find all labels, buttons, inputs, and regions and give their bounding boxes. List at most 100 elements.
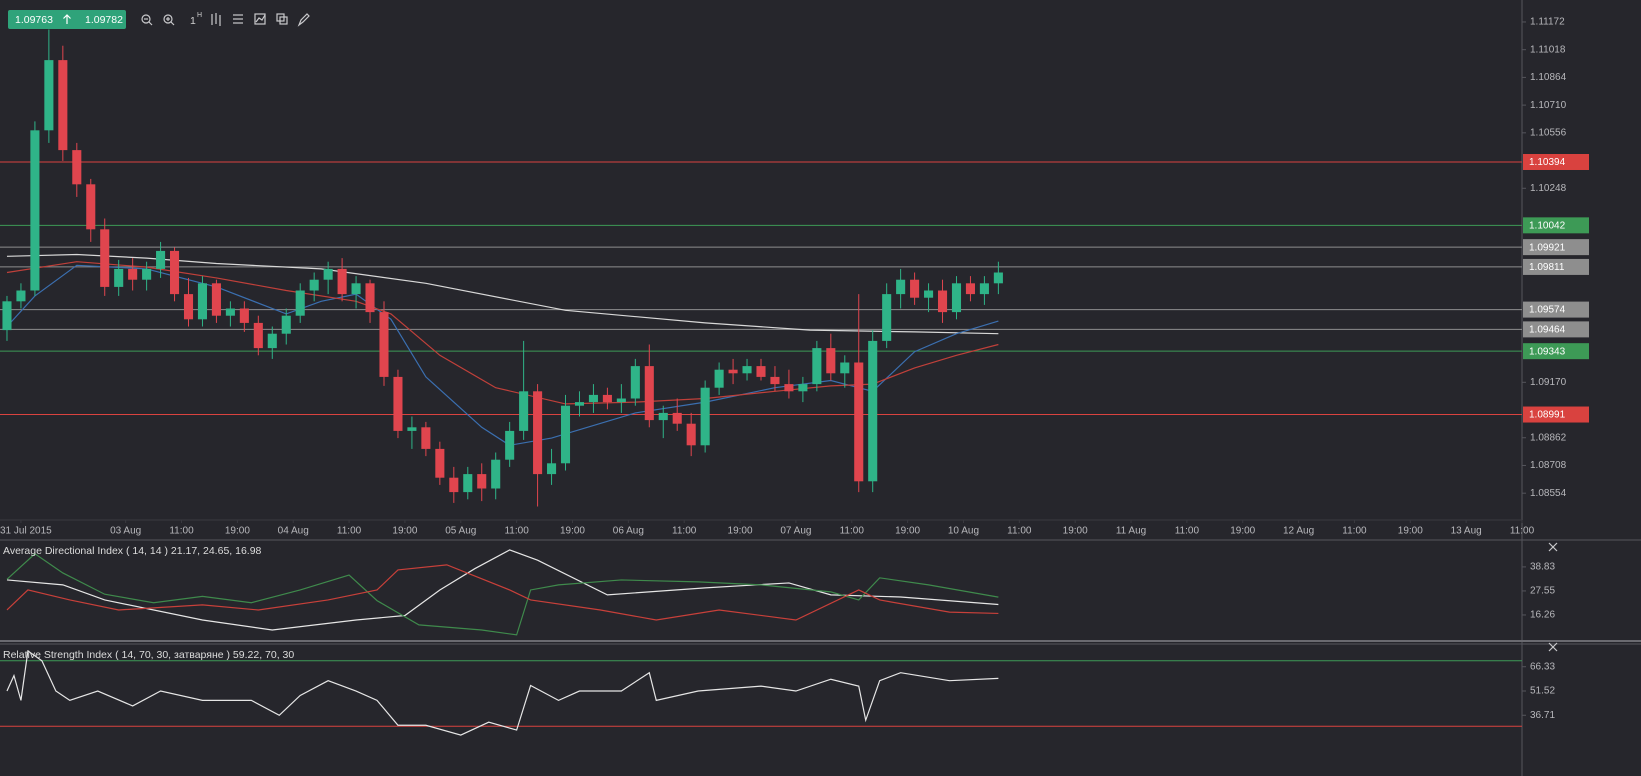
y-tick-label: 16.26 xyxy=(1530,610,1555,621)
candle-body xyxy=(30,130,40,291)
candle-body xyxy=(477,474,487,489)
level-label: 1.09343 xyxy=(1529,346,1566,357)
candle-body xyxy=(239,308,249,323)
ask-price: 1.09782 xyxy=(85,14,123,26)
y-tick-label: 1.10710 xyxy=(1530,100,1567,111)
candle-body xyxy=(421,427,431,449)
bid-price: 1.09763 xyxy=(15,14,53,26)
chart-type[interactable] xyxy=(211,13,221,26)
indicator-line xyxy=(6,549,999,631)
close-adx[interactable] xyxy=(1548,542,1558,552)
candle-body xyxy=(16,290,26,302)
candle-body xyxy=(560,405,571,464)
candle-body xyxy=(742,366,752,374)
draw[interactable] xyxy=(297,13,310,27)
x-tick-label: 04 Aug xyxy=(278,526,309,537)
candle-body xyxy=(993,272,1003,284)
x-tick-label: 12 Aug xyxy=(1283,526,1314,537)
candle-body xyxy=(547,463,557,475)
zoom-out[interactable] xyxy=(141,14,153,26)
moving-average xyxy=(6,253,999,335)
candle-body xyxy=(183,294,194,320)
candle-body xyxy=(309,279,319,291)
candle-body xyxy=(854,362,864,482)
level-label-box xyxy=(1523,301,1589,318)
candle-body xyxy=(365,283,375,313)
x-tick-label: 11:00 xyxy=(169,526,194,537)
level-label-box xyxy=(1523,217,1589,234)
interval-unit[interactable]: H xyxy=(197,12,202,19)
candle-body xyxy=(686,423,696,446)
x-tick-label: 19:00 xyxy=(728,526,753,537)
arrow-icon xyxy=(63,14,71,24)
toolbar: 1.09763 1.09782 1 H xyxy=(8,10,310,29)
y-tick-label: 1.11018 xyxy=(1530,44,1566,55)
y-tick-label: 1.08862 xyxy=(1530,432,1567,443)
moving-average xyxy=(6,261,999,405)
y-tick-label: 1.08554 xyxy=(1530,488,1567,499)
candle-body xyxy=(114,268,124,287)
indicator-line xyxy=(6,649,999,736)
candle-body xyxy=(616,398,626,403)
y-tick-label: 1.10864 xyxy=(1530,72,1567,83)
candle-body xyxy=(630,366,640,399)
candle-body xyxy=(826,348,836,374)
level-label-box xyxy=(1523,258,1589,275)
x-tick-label: 11:00 xyxy=(1510,526,1535,537)
level-label: 1.09921 xyxy=(1529,242,1566,253)
panel-title: Average Directional Index ( 14, 14 ) 21.… xyxy=(3,545,262,557)
candle-body xyxy=(979,283,989,295)
x-tick-label: 11:00 xyxy=(337,526,362,537)
candle-body xyxy=(868,340,878,482)
x-tick-label: 11:00 xyxy=(1175,526,1200,537)
candle-body xyxy=(44,60,54,131)
x-tick-label: 11:00 xyxy=(672,526,697,537)
candle-body xyxy=(142,268,152,280)
candle-body xyxy=(798,384,808,392)
close-rsi[interactable] xyxy=(1548,642,1558,652)
candle-body xyxy=(435,448,445,478)
x-tick-label: 11:00 xyxy=(504,526,529,537)
y-tick-label: 36.71 xyxy=(1530,710,1555,721)
candle-body xyxy=(86,184,96,230)
x-tick-label: 07 Aug xyxy=(780,526,811,537)
candle-body xyxy=(253,322,263,349)
x-tick-label: 19:00 xyxy=(895,526,920,537)
level-label-box xyxy=(1523,321,1589,338)
copy[interactable] xyxy=(276,13,288,25)
level-label: 1.10394 xyxy=(1529,157,1566,168)
candle-body xyxy=(72,150,82,185)
candle-body xyxy=(2,301,12,331)
x-tick-label: 11:00 xyxy=(1342,526,1367,537)
x-tick-label: 10 Aug xyxy=(948,526,979,537)
y-tick-label: 1.08708 xyxy=(1530,460,1567,471)
candle-body xyxy=(588,394,598,403)
candle-body xyxy=(379,312,389,377)
x-tick-label: 11:00 xyxy=(840,526,865,537)
candle-body xyxy=(714,369,724,388)
candle-body xyxy=(672,412,682,424)
zoom-in[interactable] xyxy=(163,14,175,26)
candle-body xyxy=(840,362,850,374)
indicators[interactable] xyxy=(254,13,266,25)
x-tick-label: 11:00 xyxy=(1007,526,1032,537)
candle-body xyxy=(225,308,235,316)
candle-body xyxy=(281,315,291,334)
indicator-line xyxy=(6,564,999,621)
candle-body xyxy=(505,430,515,460)
indicator-line xyxy=(6,553,999,636)
candle-body xyxy=(756,366,766,377)
level-label: 1.09464 xyxy=(1529,325,1566,336)
level-label: 1.08991 xyxy=(1529,410,1566,421)
x-tick-label: 31 Jul 2015 xyxy=(0,526,52,537)
y-tick-label: 1.09170 xyxy=(1530,377,1567,388)
candle-body xyxy=(965,283,975,295)
candle-body xyxy=(295,290,305,316)
candle-body xyxy=(407,427,417,431)
candle-body xyxy=(58,60,68,151)
interval-value[interactable]: 1 xyxy=(190,15,196,27)
settings[interactable] xyxy=(233,14,243,24)
y-tick-label: 1.11172 xyxy=(1530,17,1565,28)
